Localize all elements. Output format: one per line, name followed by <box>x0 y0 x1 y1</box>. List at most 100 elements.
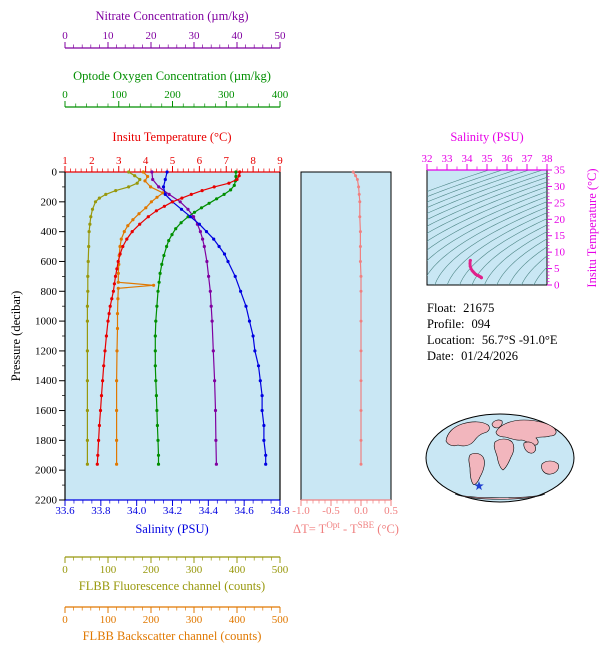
nitrate-marker <box>214 438 218 442</box>
backscatter-marker <box>116 271 120 275</box>
delta_t-marker <box>351 170 355 174</box>
delta_t-marker <box>359 349 363 353</box>
fluorescence-marker <box>93 200 98 204</box>
salinity-marker <box>217 244 221 249</box>
fluorescence-marker <box>127 170 131 174</box>
oxygen-marker <box>199 206 204 210</box>
oxygen-marker <box>158 271 162 275</box>
temperature-marker <box>121 244 125 249</box>
delta-title-sup: SBE <box>358 520 375 530</box>
fluorescence-tick-label: 400 <box>229 564 246 576</box>
nitrate-marker <box>213 379 217 383</box>
fluorescence-tick-label: 500 <box>272 564 289 576</box>
delta_t-marker <box>358 215 362 219</box>
temperature-marker <box>103 349 107 353</box>
pressure-tick-label: 1400 <box>35 375 58 387</box>
temperature-marker <box>95 462 99 466</box>
salinity-marker <box>239 289 243 293</box>
backscatter-tick-label: 200 <box>143 614 160 626</box>
delta_t-marker <box>359 409 363 412</box>
salinity-marker <box>233 274 237 278</box>
nitrate-marker <box>186 207 190 211</box>
oxygen-marker <box>232 183 236 187</box>
salinity-marker <box>256 364 261 368</box>
location-label: Location: <box>427 333 475 347</box>
nitrate-marker <box>213 408 218 413</box>
temperature-marker <box>170 200 175 204</box>
backscatter-marker <box>143 179 147 183</box>
oxygen-marker <box>153 334 157 338</box>
oxygen-marker <box>207 201 211 205</box>
backscatter-tick-label: 300 <box>186 614 203 626</box>
oxygen-marker <box>153 364 157 368</box>
oxygen-marker <box>156 289 160 293</box>
delta-title-part: (°C) <box>374 522 399 536</box>
delta-title-part: - T <box>340 522 358 536</box>
nitrate-tick-label: 20 <box>146 30 158 42</box>
delta_t-marker <box>354 174 358 178</box>
oxygen-marker <box>156 438 160 442</box>
float-value: 21675 <box>463 301 495 315</box>
salinity-marker <box>247 319 252 323</box>
salinity-marker <box>244 304 248 308</box>
ts-temperature-tick-label: 35 <box>554 165 566 177</box>
backscatter-marker <box>149 200 153 204</box>
temperature-marker <box>110 297 114 301</box>
fluorescence-marker <box>138 177 142 182</box>
backscatter-marker <box>122 230 126 234</box>
temperature-tick-label: 1 <box>62 155 68 167</box>
backscatter-marker <box>115 438 119 442</box>
pressure-tick-label: 200 <box>41 196 58 208</box>
float-info-block: Float: 21675 Profile: 094 Location: 56.7°S … <box>427 300 558 364</box>
salinity-marker <box>262 438 266 442</box>
ts_profile-marker <box>468 262 472 265</box>
profile-row: Profile: 094 <box>427 316 558 332</box>
ts-temperature-tick-label: 30 <box>554 181 566 193</box>
nitrate-marker <box>202 244 206 249</box>
delta_t-tick-label: 0.0 <box>354 505 368 517</box>
nitrate-marker <box>167 192 171 196</box>
oxygen-marker <box>156 462 161 466</box>
ts-temperature-tick-label: 0 <box>554 280 560 292</box>
temperature-marker <box>235 177 239 182</box>
date-label: Date: <box>427 349 455 363</box>
pressure-tick-label: 1600 <box>35 405 58 417</box>
salinity-marker <box>212 237 216 241</box>
backscatter-marker <box>116 286 120 290</box>
temperature-marker <box>180 196 184 200</box>
ts_salinity-tick-label: 34 <box>462 153 474 165</box>
temperature-axis-title: Insitu Temperature (°C) <box>112 130 231 144</box>
salinity-tick-label: 33.6 <box>55 505 75 517</box>
delta_t-marker <box>359 319 363 323</box>
temperature-marker <box>200 189 204 193</box>
delta-title-part: ΔT= T <box>293 522 327 536</box>
oxygen-marker <box>170 233 174 237</box>
salinity-marker <box>179 207 184 211</box>
backscatter-axis-title: FLBB Backscatter channel (counts) <box>83 629 262 643</box>
fluorescence-marker <box>89 215 93 219</box>
oxygen-tick-label: 200 <box>164 89 181 101</box>
ts_profile-marker <box>468 259 472 263</box>
delta-t-axis-title: ΔT= TOpt - TSBE (°C) <box>293 520 399 536</box>
oxygen-marker <box>174 227 178 231</box>
fluorescence-tick-label: 0 <box>62 564 68 576</box>
backscatter-marker <box>118 244 122 249</box>
fluorescence-marker <box>114 189 118 193</box>
float-location-star <box>474 481 484 491</box>
temperature-marker <box>154 209 158 213</box>
delta_t-marker <box>359 274 363 278</box>
backscatter-marker <box>146 174 150 179</box>
backscatter-marker <box>155 195 159 199</box>
salinity-marker <box>197 222 201 226</box>
salinity-tick-label: 34.4 <box>199 505 219 517</box>
nitrate-marker <box>210 319 214 323</box>
ts_profile-marker <box>468 264 472 268</box>
nitrate-marker <box>201 237 205 241</box>
temperature-marker <box>146 215 150 219</box>
nitrate-marker <box>198 230 202 234</box>
temperature-marker <box>112 282 116 286</box>
backscatter-marker <box>115 349 119 353</box>
temperature-marker <box>125 237 129 241</box>
pressure-tick-label: 1000 <box>35 316 58 328</box>
